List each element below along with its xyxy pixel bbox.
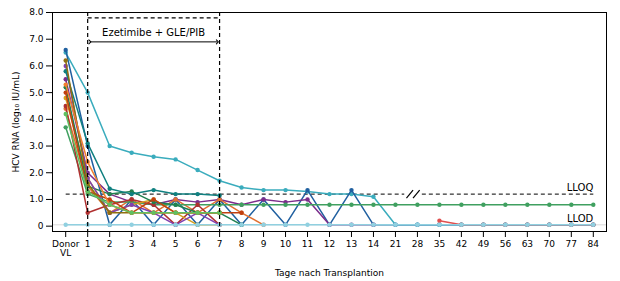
- svg-text:1.0: 1.0: [29, 194, 44, 204]
- svg-text:12: 12: [324, 239, 335, 249]
- svg-text:8.0: 8.0: [29, 7, 44, 17]
- svg-text:35: 35: [434, 239, 445, 249]
- svg-text:3: 3: [129, 239, 135, 249]
- svg-text:49: 49: [478, 239, 490, 249]
- svg-text:4.0: 4.0: [29, 114, 44, 124]
- svg-text:9: 9: [261, 239, 267, 249]
- svg-text:LLOQ: LLOQ: [567, 182, 594, 193]
- svg-text:10: 10: [280, 239, 292, 249]
- svg-text:Ezetimibe + GLE/PIB: Ezetimibe + GLE/PIB: [102, 27, 205, 38]
- svg-text:13: 13: [346, 239, 357, 249]
- svg-text:HCV RNA (log₁₀ IU/mL): HCV RNA (log₁₀ IU/mL): [11, 72, 21, 173]
- svg-text:7: 7: [217, 239, 223, 249]
- svg-text:42: 42: [456, 239, 467, 249]
- svg-text:70: 70: [544, 239, 556, 249]
- svg-text:2.0: 2.0: [29, 168, 44, 178]
- svg-text:7.0: 7.0: [29, 34, 44, 44]
- svg-text:11: 11: [302, 239, 313, 249]
- svg-text:84: 84: [588, 239, 600, 249]
- svg-text:14: 14: [368, 239, 380, 249]
- svg-text:LLOD: LLOD: [567, 213, 594, 224]
- svg-text:21: 21: [390, 239, 401, 249]
- svg-text:56: 56: [500, 239, 512, 249]
- svg-text:5.0: 5.0: [29, 88, 44, 98]
- svg-text:28: 28: [412, 239, 424, 249]
- svg-text:1: 1: [85, 239, 91, 249]
- svg-text:6.0: 6.0: [29, 61, 44, 71]
- svg-text:4: 4: [151, 239, 157, 249]
- svg-text:2: 2: [107, 239, 113, 249]
- svg-text:6: 6: [195, 239, 201, 249]
- svg-text:8: 8: [239, 239, 245, 249]
- svg-text:DonorVL: DonorVL: [52, 239, 80, 258]
- svg-text:63: 63: [522, 239, 533, 249]
- svg-text:77: 77: [566, 239, 577, 249]
- svg-text:Tage nach Transplantion: Tage nach Transplantion: [274, 268, 384, 278]
- svg-text:5: 5: [173, 239, 179, 249]
- svg-text:3.0: 3.0: [29, 141, 44, 151]
- svg-text:0: 0: [38, 221, 44, 231]
